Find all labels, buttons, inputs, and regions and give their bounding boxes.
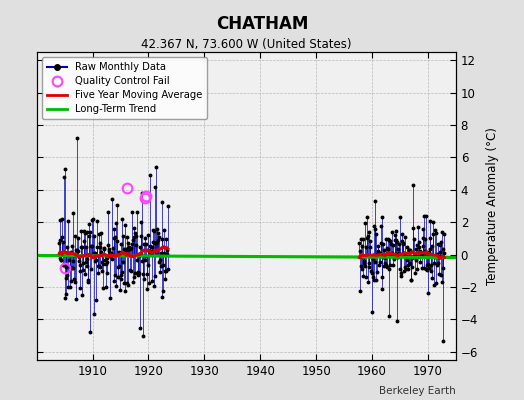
Title: 42.367 N, 73.600 W (United States): 42.367 N, 73.600 W (United States) [141,38,352,51]
Y-axis label: Temperature Anomaly (°C): Temperature Anomaly (°C) [486,127,499,285]
Legend: Raw Monthly Data, Quality Control Fail, Five Year Moving Average, Long-Term Tren: Raw Monthly Data, Quality Control Fail, … [42,57,207,119]
Text: Berkeley Earth: Berkeley Earth [379,386,456,396]
Text: CHATHAM: CHATHAM [216,15,308,33]
